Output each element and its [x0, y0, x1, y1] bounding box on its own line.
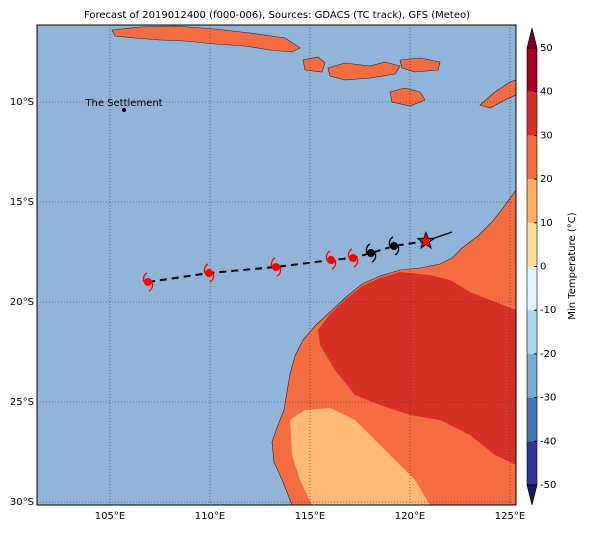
- timor: [479, 79, 516, 109]
- lon-tick-label: 115°E: [295, 511, 325, 522]
- storm-swirl: [347, 248, 353, 259]
- storm-swirl: [209, 272, 215, 283]
- current-position: [416, 231, 436, 250]
- sumbawa: [327, 61, 401, 81]
- colorbar-label: Min Temperature (°C): [567, 212, 578, 319]
- storm-swirl: [353, 257, 359, 268]
- colorbar-tick-label: -40: [540, 436, 556, 447]
- place-label: The Settlement: [84, 98, 162, 109]
- bali-lombok: [302, 56, 326, 73]
- storm-position: [327, 256, 335, 264]
- lon-tick-label: 110°E: [195, 511, 225, 522]
- map-title: Forecast of 2019012400 (f000-006), Sourc…: [84, 10, 470, 21]
- colorbar-bin: [527, 91, 537, 136]
- colorbar-tick-label: -50: [540, 480, 556, 491]
- storm-position: [367, 249, 375, 257]
- lon-tick-label: 105°E: [95, 511, 125, 522]
- warm-region: [318, 272, 516, 465]
- storm-swirl: [325, 250, 331, 261]
- storm-position: [390, 242, 398, 250]
- colorbar-tick-label: 20: [540, 174, 553, 185]
- colorbar-tick-label: -20: [540, 349, 556, 360]
- lon-tick-label: 120°E: [395, 511, 425, 522]
- colorbar-bin: [527, 222, 537, 267]
- colorbar-bin: [527, 353, 537, 398]
- colorbar-tick-label: -30: [540, 393, 556, 404]
- storm-position: [272, 263, 280, 271]
- colorbar: -50 -40 -30 -20 -10 0 10 20 30 40 50 Min Temperatur…: [526, 27, 578, 506]
- storm-swirl: [365, 243, 371, 254]
- colorbar-bin: [527, 441, 537, 485]
- storm-swirl: [203, 263, 209, 274]
- colorbar-tick-label: 10: [540, 218, 553, 229]
- colorbar-bin: [527, 397, 537, 442]
- lat-tick-label: 25°S: [10, 397, 34, 408]
- colorbar-under: [526, 484, 538, 506]
- lat-tick-label: 15°S: [10, 197, 34, 208]
- land: [111, 25, 516, 505]
- colorbar-bin: [527, 179, 537, 223]
- colorbar-bin: [527, 48, 537, 92]
- storm-position: [349, 254, 357, 262]
- colorbar-bin: [527, 135, 537, 180]
- storm-swirl: [394, 245, 400, 256]
- colorbar-bin: [527, 310, 537, 354]
- colorbar-tick-label: 50: [540, 43, 553, 54]
- colorbar-tick-label: -10: [540, 305, 556, 316]
- colorbar-tick-label: 30: [540, 130, 553, 141]
- colorbar-tick-label: 0: [540, 262, 546, 273]
- storm-swirl: [388, 236, 394, 247]
- map-frame: [36, 24, 517, 506]
- place-marker: [122, 108, 126, 112]
- colorbar-bin: [527, 266, 537, 311]
- lat-tick-label: 20°S: [10, 297, 34, 308]
- storm-swirl: [142, 272, 148, 283]
- lat-tick-label: 30°S: [10, 497, 34, 508]
- java: [111, 25, 301, 53]
- cool-region: [290, 408, 430, 505]
- storm-swirl: [148, 281, 154, 292]
- lon-tick-label: 125°E: [495, 511, 525, 522]
- storm-swirl: [371, 252, 377, 263]
- storm-swirl: [270, 257, 276, 268]
- storm-position: [144, 278, 152, 286]
- lat-tick-label: 10°S: [10, 97, 34, 108]
- colorbar-tick-label: 40: [540, 87, 553, 98]
- track-line: [147, 240, 427, 283]
- storm-position: [205, 269, 213, 277]
- storm-swirl: [331, 259, 337, 270]
- storm-swirl: [276, 266, 282, 277]
- colorbar-over: [526, 27, 538, 49]
